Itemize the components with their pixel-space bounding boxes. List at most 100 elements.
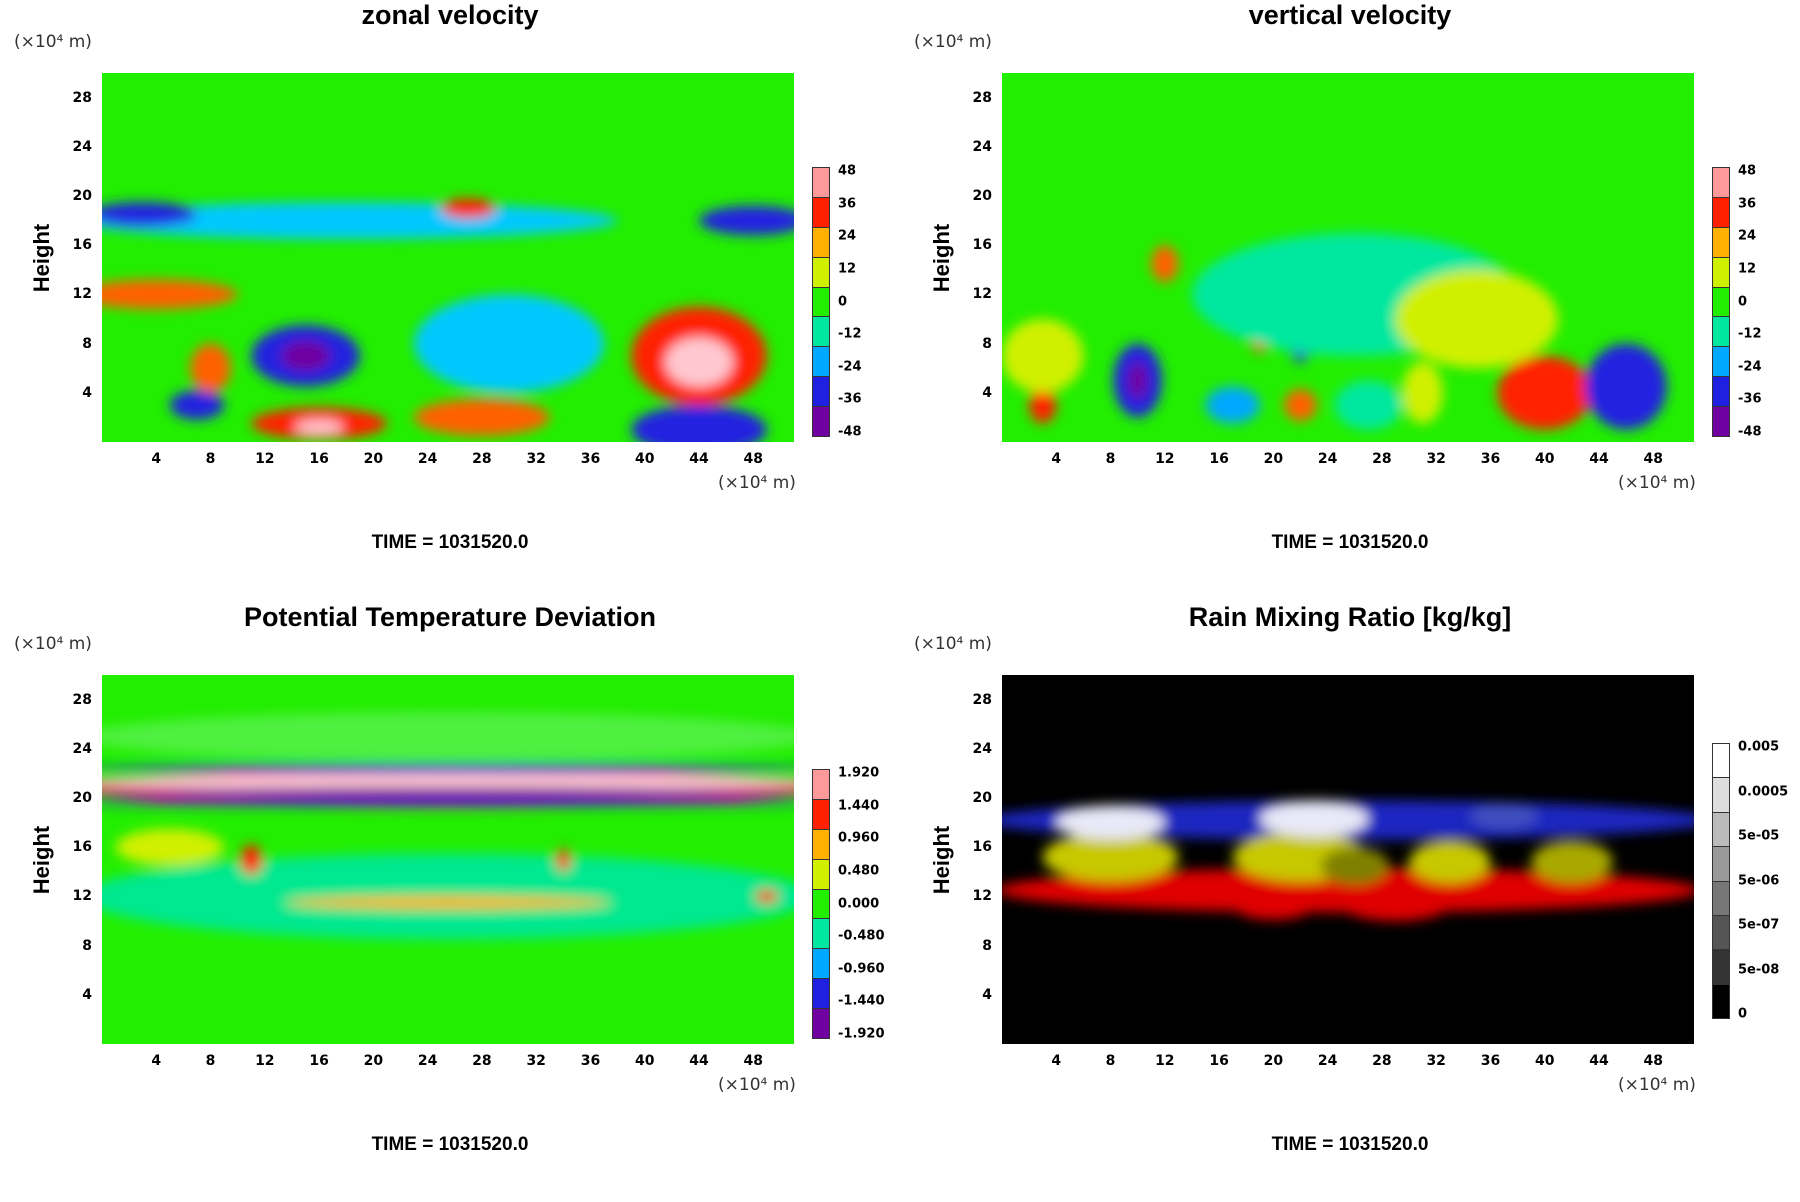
field-feature: [102, 202, 197, 227]
colorbar-label: -48: [838, 424, 862, 440]
y-tick-label: 20: [972, 790, 992, 806]
field-feature: [102, 799, 794, 807]
x-tick-label: 36: [580, 1053, 601, 1069]
y-axis-unit: (×10⁴ m): [914, 32, 992, 52]
x-tick-label: 48: [1643, 451, 1664, 467]
y-tick-label: 28: [972, 89, 992, 106]
y-axis-label: Height: [929, 223, 954, 293]
colorbar-swatch: [1712, 346, 1730, 378]
colorbar-label: 36: [838, 196, 857, 212]
x-tick-label: 16: [1209, 451, 1229, 467]
x-tick-label: 8: [1105, 451, 1116, 467]
colorbar-swatch: [812, 316, 830, 348]
field-feature: [631, 405, 767, 442]
field-feature: [1002, 319, 1084, 393]
field-feature: [169, 390, 225, 420]
time-label: TIME = 1031520.0: [371, 1134, 529, 1155]
y-axis-label: Height: [29, 223, 54, 293]
x-tick-label: 4: [1051, 1053, 1062, 1069]
x-tick-label: 32: [1426, 451, 1446, 467]
colorbar-swatch: [812, 256, 830, 288]
colorbar-swatch: [1712, 196, 1730, 228]
colorbar-label: 1.440: [838, 798, 880, 814]
colorbar-label: -24: [838, 359, 862, 375]
x-tick-label: 48: [743, 1053, 764, 1069]
colorbar-label: -36: [838, 391, 862, 407]
colorbar-label: -12: [838, 326, 862, 342]
colorbar-label: 0.000: [838, 896, 880, 911]
field-feature: [1042, 832, 1179, 882]
colorbar-label: 48: [838, 163, 857, 179]
field-feature: [414, 294, 605, 393]
y-tick-label: 12: [972, 286, 992, 303]
x-tick-label: 20: [1263, 1053, 1284, 1069]
field-feature: [1232, 890, 1315, 920]
panel-vertical-velocity: vertical velocity (×10⁴ m) (×10⁴ m) Height 2…: [900, 0, 1800, 600]
y-tick-label: 12: [972, 888, 992, 905]
colorbar-label: -1.440: [838, 993, 885, 1009]
y-tick-label: 12: [72, 888, 92, 905]
colorbar-swatch: [812, 769, 830, 800]
field-feature: [1470, 804, 1538, 829]
colorbar-swatch: [812, 376, 830, 408]
colorbar-label: 24: [1738, 228, 1757, 244]
field-feature: [281, 341, 330, 371]
colorbar-label: -1.920: [838, 1026, 885, 1042]
y-tick-label: 4: [982, 986, 992, 1003]
colorbar-label: 1.920: [838, 765, 880, 781]
colorbar-swatch: [812, 286, 830, 318]
y-tick-label: 24: [972, 740, 992, 757]
time-label: TIME = 1031520.0: [1271, 532, 1429, 553]
field-feature: [1056, 805, 1165, 840]
field-feature: [1409, 841, 1491, 883]
x-tick-label: 32: [1426, 1053, 1446, 1069]
colorbar-label: 5e-08: [1738, 962, 1780, 977]
y-tick-label: 24: [72, 138, 92, 155]
field-feature: [699, 205, 794, 236]
colorbar-label: 0.0005: [1738, 784, 1789, 799]
y-tick-label: 20: [972, 188, 992, 204]
x-tick-label: 4: [151, 1053, 162, 1069]
y-tick-label: 20: [72, 790, 92, 806]
y-axis-unit: (×10⁴ m): [14, 32, 92, 52]
colorbar: 48 36 24 12 0 -12 -24 -36 -48: [812, 164, 862, 440]
x-tick-label: 12: [255, 451, 275, 467]
colorbar-label: -24: [1738, 359, 1762, 375]
colorbar-label: -48: [1738, 424, 1762, 440]
x-tick-label: 28: [472, 451, 492, 467]
field-feature: [1002, 868, 1694, 913]
field-feature: [1029, 386, 1057, 424]
x-tick-label: 20: [363, 451, 384, 467]
field-feature: [102, 711, 794, 762]
chart-title: Rain Mixing Ratio [kg/kg]: [1188, 602, 1512, 632]
x-tick-label: 12: [1155, 1053, 1175, 1069]
panel-potential-temperature-deviation: Potential Temperature Deviation (×10⁴ m) (…: [0, 602, 900, 1202]
x-tick-label: 36: [580, 451, 601, 467]
field-feature: [441, 198, 496, 219]
x-tick-label: 36: [1480, 1053, 1501, 1069]
y-tick-label: 4: [82, 384, 92, 401]
plot-area: [102, 675, 794, 1044]
colorbar-swatch: [1712, 743, 1730, 779]
plot-area: [102, 73, 794, 442]
colorbar-swatch: [1712, 286, 1730, 318]
x-tick-label: 44: [689, 1053, 709, 1069]
x-tick-label: 12: [255, 1053, 275, 1069]
x-tick-label: 40: [634, 451, 655, 467]
colorbar-swatch: [812, 978, 830, 1010]
field-feature: [1259, 800, 1369, 838]
y-tick-label: 8: [82, 335, 92, 352]
x-tick-label: 8: [205, 1053, 216, 1069]
field-feature: [1284, 389, 1317, 422]
y-tick-label: 28: [972, 691, 992, 708]
field-feature: [1395, 269, 1559, 369]
colorbar-swatch: [812, 948, 830, 980]
x-tick-label: 16: [309, 451, 329, 467]
y-tick-label: 28: [72, 89, 92, 106]
x-tick-label: 12: [1155, 451, 1175, 467]
x-tick-label: 4: [151, 451, 162, 467]
field-feature: [1128, 362, 1148, 399]
colorbar-swatch: [812, 1008, 830, 1039]
x-tick-label: 32: [526, 1053, 546, 1069]
colorbar-swatch: [1712, 316, 1730, 348]
